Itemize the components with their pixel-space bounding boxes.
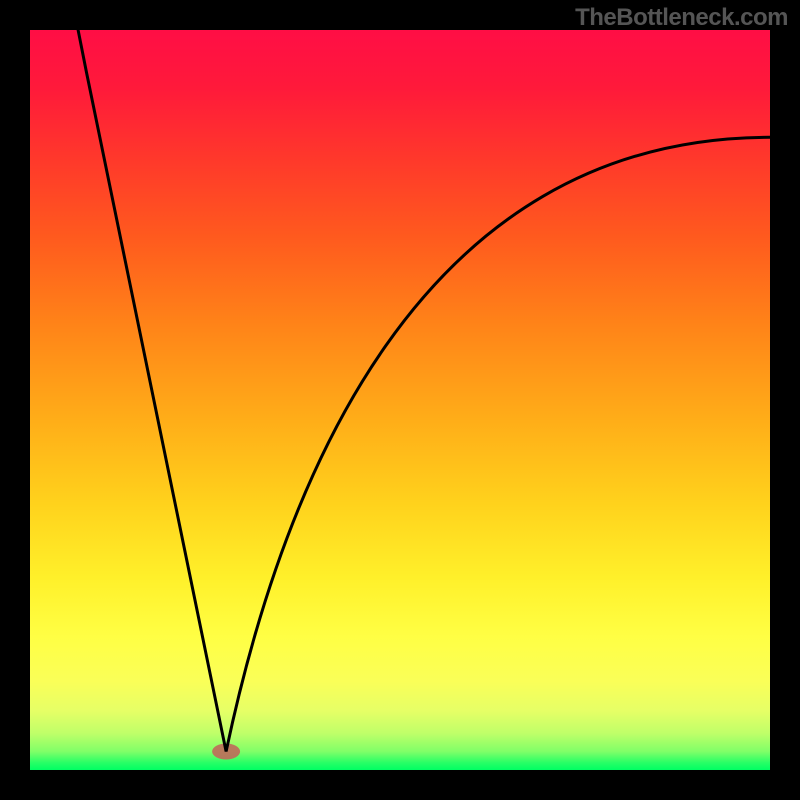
plot-background: [30, 30, 770, 770]
watermark-label: TheBottleneck.com: [575, 4, 788, 32]
bottleneck-chart: [0, 0, 800, 800]
chart-container: TheBottleneck.com: [0, 0, 800, 800]
